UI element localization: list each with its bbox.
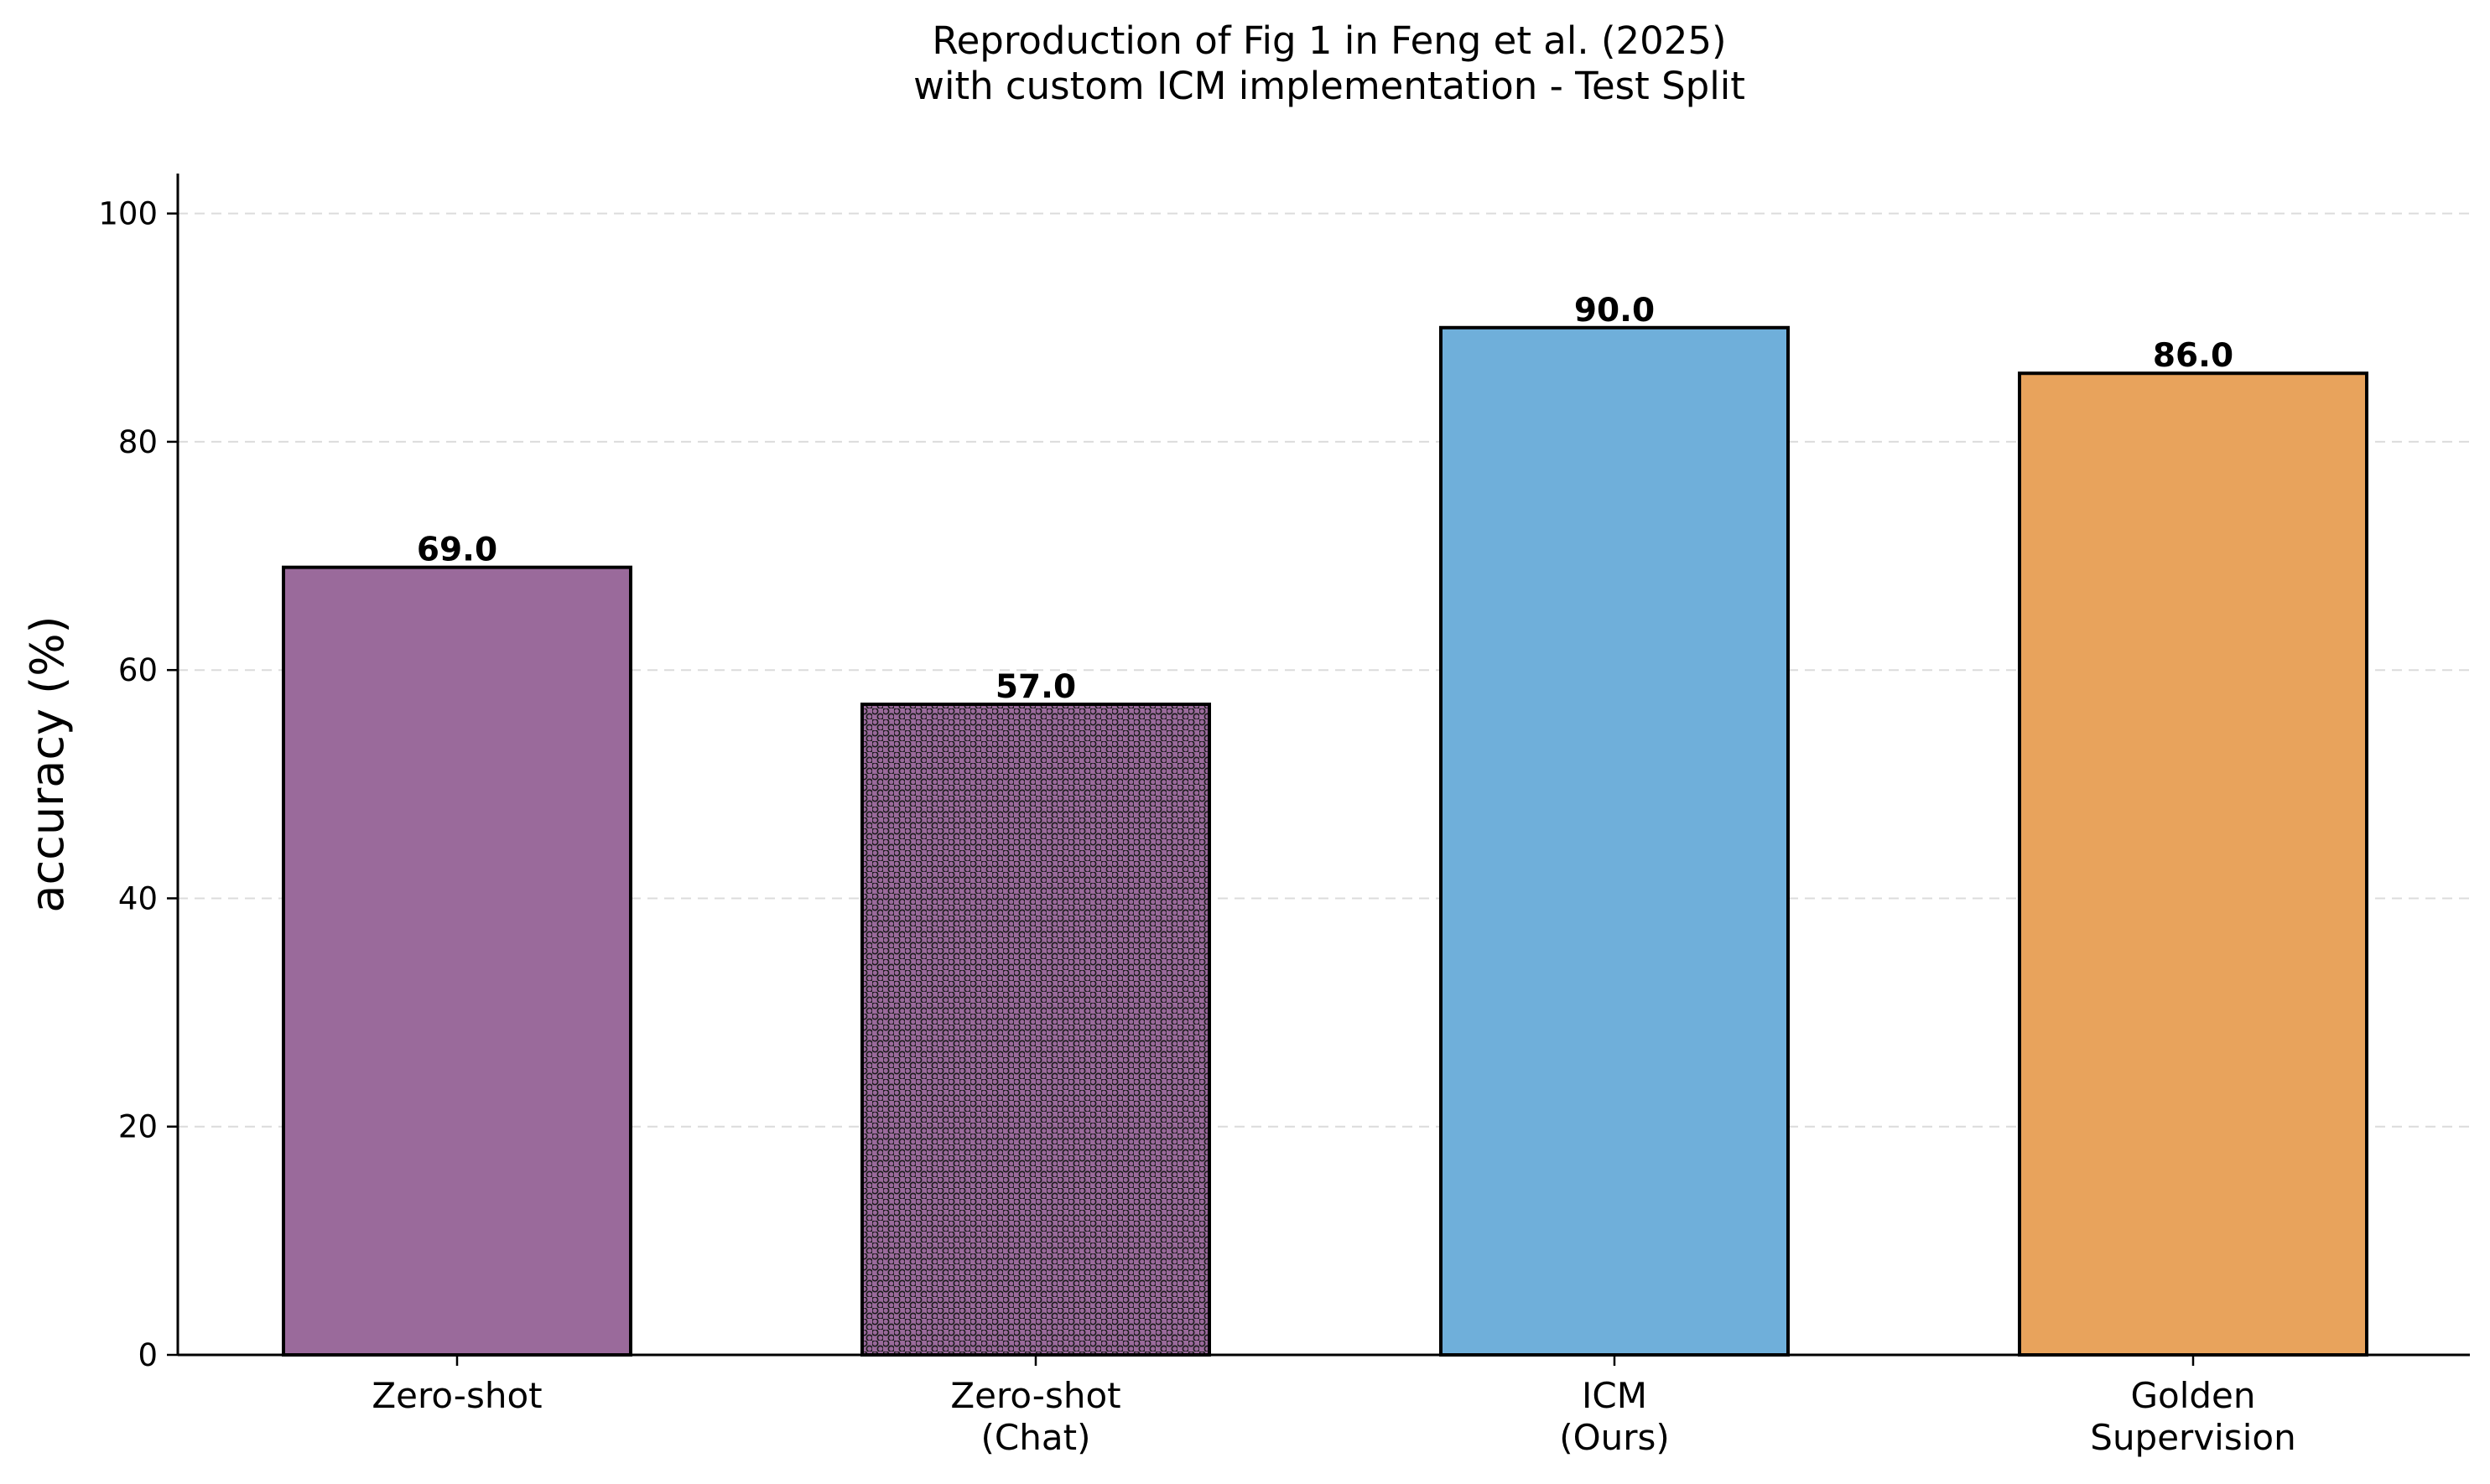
bars bbox=[282, 325, 2368, 1357]
y-tick-label: 40 bbox=[118, 880, 158, 916]
axes bbox=[167, 174, 2470, 1366]
bar-1 bbox=[282, 565, 632, 1357]
x-category-label: ICM (Ours) bbox=[1559, 1375, 1670, 1458]
y-tick-label: 60 bbox=[118, 652, 158, 688]
chart-title: Reproduction of Fig 1 in Feng et al. (20… bbox=[913, 18, 1745, 108]
bar-value-label: 90.0 bbox=[1574, 292, 1655, 329]
bar-value-label: 69.0 bbox=[417, 532, 497, 569]
labels: Reproduction of Fig 1 in Feng et al. (20… bbox=[21, 18, 2296, 1458]
grid-lines bbox=[178, 212, 2470, 1128]
bar-value-label: 57.0 bbox=[995, 668, 1076, 706]
bar-3 bbox=[1439, 325, 1790, 1357]
y-tick-label: 80 bbox=[118, 424, 158, 460]
bar-2 bbox=[860, 703, 1211, 1357]
x-category-label: Golden Supervision bbox=[2090, 1375, 2295, 1458]
x-category-label: Zero-shot bbox=[372, 1375, 542, 1416]
y-tick-label: 0 bbox=[138, 1337, 158, 1373]
y-axis-label: accuracy (%) bbox=[21, 615, 74, 912]
x-category-label: Zero-shot (Chat) bbox=[950, 1375, 1120, 1458]
y-tick-label: 100 bbox=[98, 196, 158, 232]
bar-value-label: 86.0 bbox=[2153, 337, 2233, 375]
bar-4 bbox=[2018, 371, 2368, 1357]
y-tick-label: 20 bbox=[118, 1109, 158, 1145]
